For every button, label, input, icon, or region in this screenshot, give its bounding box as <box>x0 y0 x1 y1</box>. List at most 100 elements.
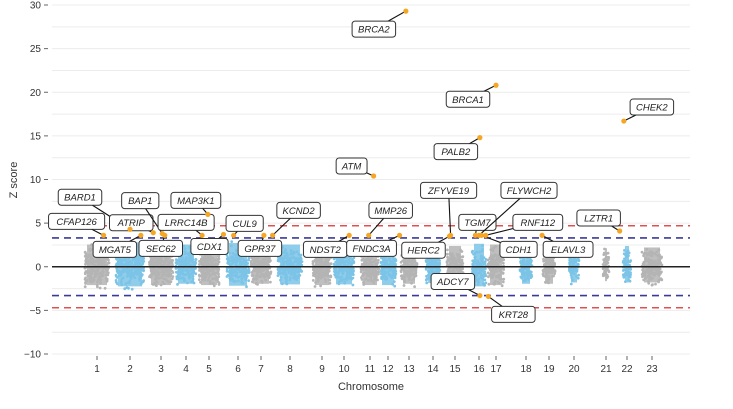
data-point <box>394 272 398 276</box>
data-point <box>602 253 606 256</box>
data-point <box>319 284 322 288</box>
data-point <box>486 271 490 275</box>
data-point <box>425 263 429 267</box>
label-box <box>92 240 138 258</box>
data-point <box>501 280 505 284</box>
data-point <box>114 273 118 277</box>
gene-label-bap1: BAP1 <box>121 192 163 234</box>
gene-label-cfap126: CFAP126 <box>48 212 106 236</box>
x-tick-label: 3 <box>158 364 164 375</box>
y-tick-label: 0 <box>35 262 41 273</box>
data-point <box>225 257 229 261</box>
data-point <box>641 275 644 279</box>
gene-label-text: ZFYVE19 <box>427 186 470 197</box>
data-point <box>393 276 397 280</box>
data-point <box>601 274 605 278</box>
data-point <box>269 280 272 284</box>
data-point <box>424 278 428 282</box>
gene-label-elavl3: ELAVL3 <box>541 234 594 258</box>
label-box <box>491 305 536 323</box>
gene-label-cul9: CUL9 <box>225 214 264 236</box>
gene-label-text: CFAP126 <box>56 217 97 228</box>
data-point <box>245 285 248 289</box>
data-point <box>553 269 557 272</box>
data-point <box>577 273 580 277</box>
highlight-point-brca1 <box>493 82 499 88</box>
label-box <box>512 213 564 231</box>
highlight-point-atm <box>371 173 377 179</box>
gene-label-fndc3a: FNDC3A <box>346 234 400 257</box>
data-point <box>437 267 441 271</box>
gene-label-text: BAP1 <box>128 196 152 207</box>
y-tick-label: −5 <box>30 306 42 317</box>
label-box <box>48 212 106 230</box>
highlight-point-krt28 <box>485 293 491 300</box>
data-point <box>277 272 281 276</box>
x-tick-label: 12 <box>382 364 394 375</box>
data-point <box>269 270 273 274</box>
data-point <box>84 282 87 285</box>
data-point <box>216 260 220 263</box>
gene-label-herc2: HERC2 <box>401 235 450 259</box>
data-point <box>502 277 506 281</box>
label-box <box>170 191 222 209</box>
data-point <box>125 286 129 290</box>
data-point <box>502 258 506 262</box>
chromosome-16-band <box>474 243 484 287</box>
data-point <box>311 279 315 282</box>
gene-label-text: CHEK2 <box>636 103 668 114</box>
label-box <box>430 273 476 291</box>
x-tick-label: 20 <box>568 364 580 375</box>
highlight-point-cdx1 <box>220 231 227 238</box>
x-tick-label: 2 <box>127 364 133 375</box>
data-point <box>198 273 201 277</box>
data-point <box>217 281 221 285</box>
gene-label-text: LRRC14B <box>165 218 208 229</box>
gene-label-text: BRCA1 <box>452 95 484 106</box>
label-box <box>420 181 478 199</box>
label-box <box>445 90 491 108</box>
chromosome-21-band <box>605 248 607 282</box>
data-point <box>461 262 465 265</box>
label-box <box>190 237 229 255</box>
data-point <box>98 286 102 290</box>
data-point <box>402 284 406 287</box>
data-point <box>483 267 487 270</box>
gene-label-zfyve19: ZFYVE19 <box>420 181 478 236</box>
label-box <box>157 213 215 231</box>
highlight-point-cul9 <box>231 232 237 238</box>
data-point <box>553 272 556 275</box>
gene-labels: BRCA2 BRCA1 CHEK2 PALB2 ATM BARD1 CFAP126 MGAT5… <box>48 10 675 323</box>
data-point <box>217 273 220 276</box>
data-point <box>471 259 475 263</box>
x-tick-label: 9 <box>319 364 325 375</box>
data-point <box>601 267 605 271</box>
data-point <box>142 269 145 273</box>
chromosome-8-band <box>280 244 300 285</box>
gene-label-lztr1: LZTR1 <box>576 209 621 232</box>
highlight-point-kcnd2 <box>270 232 276 238</box>
data-point <box>130 287 134 291</box>
data-point <box>641 268 644 272</box>
data-point <box>640 250 644 254</box>
data-point <box>577 258 580 262</box>
highlight-point-atrip <box>150 230 156 236</box>
label-box <box>335 157 368 175</box>
chromosome-18-band <box>522 247 530 284</box>
data-point <box>351 283 355 287</box>
data-point <box>628 275 632 279</box>
data-point <box>360 276 363 279</box>
y-tick-label: 20 <box>30 88 42 99</box>
gene-label-text: TGM7 <box>464 218 491 229</box>
x-tick-label: 7 <box>258 364 264 375</box>
label-box <box>433 143 479 161</box>
data-point <box>107 261 111 265</box>
data-point <box>313 285 317 288</box>
gene-label-flywch2: FLYWCH2 <box>478 181 558 236</box>
data-point <box>247 279 251 282</box>
data-point <box>332 262 336 266</box>
gene-label-text: CUL9 <box>233 219 258 230</box>
data-point <box>170 277 174 281</box>
gene-label-text: MMP26 <box>374 206 407 217</box>
highlight-point-zfyve19 <box>448 232 454 238</box>
